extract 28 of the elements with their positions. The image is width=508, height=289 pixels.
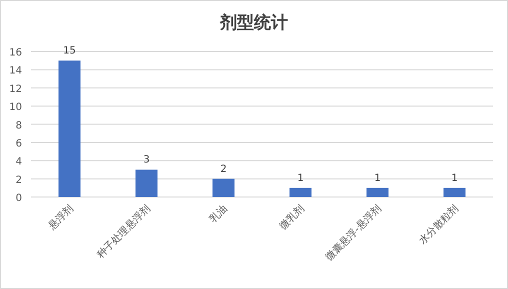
y-tick-label: 4 — [16, 156, 22, 168]
y-tick-label: 12 — [9, 84, 22, 95]
chart-title: 剂型统计 — [219, 13, 288, 33]
x-tick-label: 悬浮剂 — [45, 202, 76, 234]
x-tick-label: 微乳剂 — [276, 202, 307, 232]
x-tick-label: 种子处理悬浮剂 — [94, 202, 153, 261]
bar — [444, 188, 466, 197]
bar — [136, 170, 158, 197]
y-tick-label: 0 — [16, 193, 22, 204]
y-tick-label: 6 — [16, 138, 22, 150]
data-label: 3 — [143, 154, 150, 166]
y-tick-label: 8 — [16, 120, 22, 132]
bar — [366, 188, 388, 197]
y-tick-label: 2 — [16, 174, 22, 186]
x-tick-label: 乳油 — [206, 202, 230, 226]
data-label: 1 — [297, 172, 304, 184]
x-tick-label: 水分散粒剂 — [416, 202, 461, 246]
data-label: 2 — [220, 164, 227, 175]
data-label: 1 — [374, 172, 381, 184]
bar — [290, 188, 312, 197]
bar — [212, 178, 234, 197]
bar — [58, 60, 80, 197]
y-tick-label: 14 — [9, 66, 22, 77]
y-tick-label: 16 — [9, 48, 22, 58]
y-tick-label: 10 — [9, 102, 22, 114]
data-label: 15 — [63, 46, 76, 57]
x-tick-label: 微囊悬浮-悬浮剂 — [323, 202, 384, 264]
data-label: 1 — [451, 172, 458, 184]
